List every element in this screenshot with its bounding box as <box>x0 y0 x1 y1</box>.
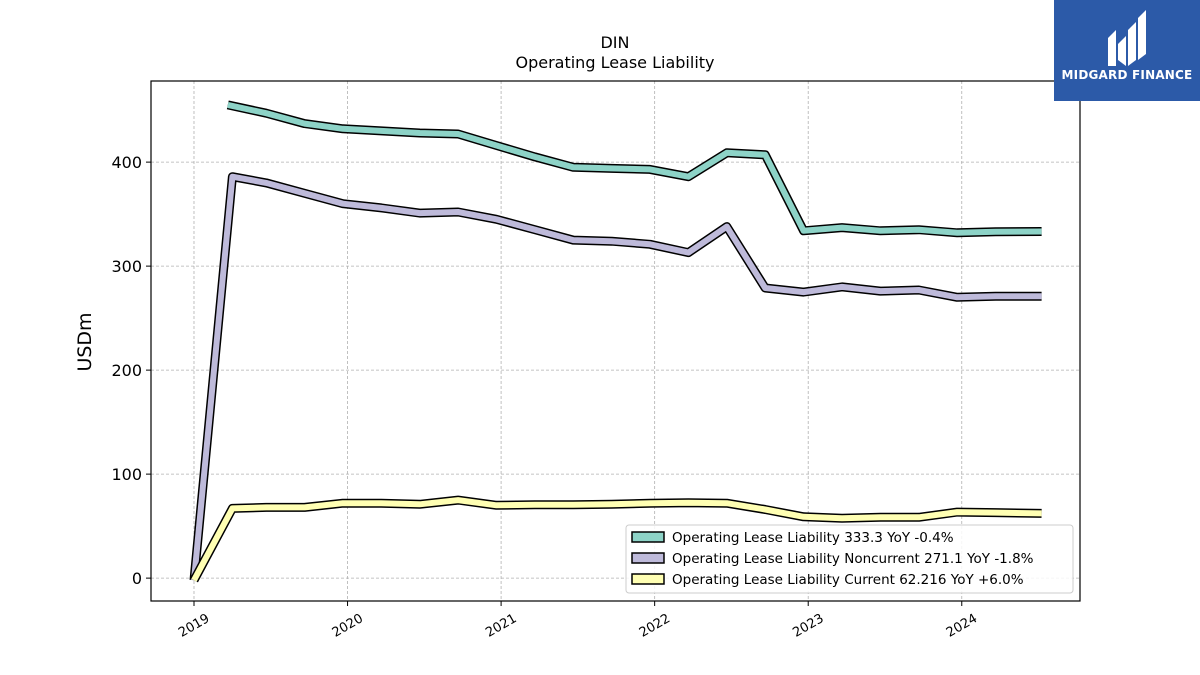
x-tick-label: 2019 <box>176 611 212 641</box>
chart-subtitle: Operating Lease Liability <box>515 53 714 72</box>
x-tick-label: 2020 <box>330 611 366 641</box>
series-lines <box>189 100 1042 583</box>
series-stroke <box>191 173 1042 581</box>
legend-label: Operating Lease Liability 333.3 YoY -0.4… <box>672 530 954 546</box>
series-stroke <box>227 101 1042 236</box>
y-tick-label: 200 <box>111 361 142 380</box>
x-tick-label: 2024 <box>944 611 980 641</box>
legend-label: Operating Lease Liability Noncurrent 271… <box>672 551 1034 567</box>
grid <box>151 81 1080 601</box>
logo-text: MIDGARD FINANCE <box>1061 68 1193 82</box>
midgard-logo-icon <box>1108 10 1146 66</box>
y-axis-label: USDm <box>74 312 96 371</box>
y-tick-label: 300 <box>111 257 142 276</box>
series-stroke <box>191 497 1042 582</box>
series-line-3 <box>190 495 1042 583</box>
x-tick-label: 2023 <box>790 611 826 641</box>
legend-swatch <box>631 573 665 585</box>
x-tick-label: 2022 <box>637 611 673 641</box>
x-tick-label: 2021 <box>483 611 519 641</box>
y-tick-label: 100 <box>111 465 142 484</box>
midgard-finance-logo: MIDGARD FINANCE <box>1054 0 1200 101</box>
series-line-1 <box>226 100 1042 238</box>
series-line-2 <box>189 172 1042 581</box>
plot-frame <box>150 80 1081 602</box>
legend-label: Operating Lease Liability Current 62.216… <box>672 572 1024 588</box>
legend-swatch <box>631 552 665 564</box>
legend-swatch <box>631 531 665 543</box>
y-tick-label: 0 <box>132 569 142 588</box>
legend: Operating Lease Liability 333.3 YoY -0.4… <box>625 524 1074 594</box>
y-tick-label: 400 <box>111 153 142 172</box>
chart-title: DIN <box>600 33 629 52</box>
legend-box <box>625 524 1074 594</box>
